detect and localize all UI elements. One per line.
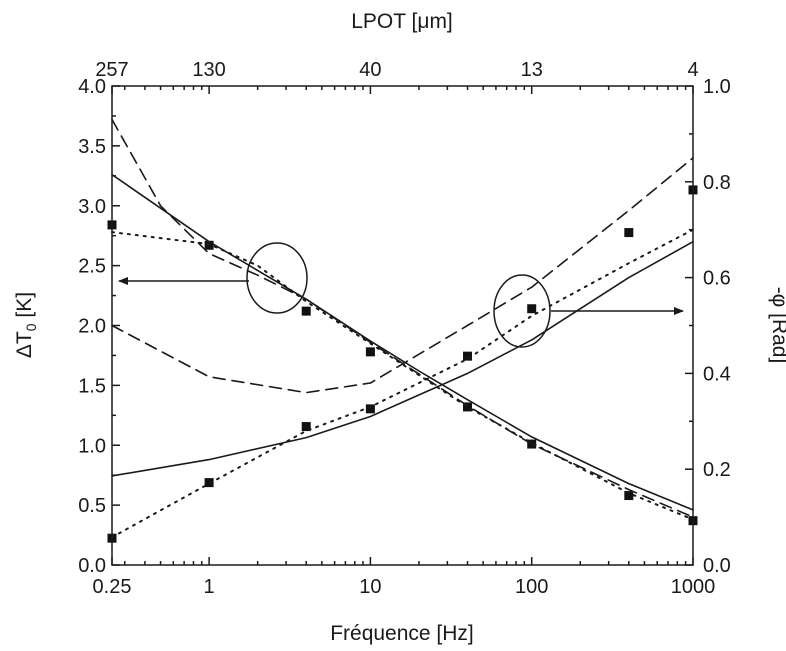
series-line-right-dashed bbox=[111, 157, 694, 394]
tick-marks bbox=[111, 85, 694, 566]
data-point-left bbox=[204, 240, 214, 250]
series-line-left-dashed bbox=[111, 118, 694, 518]
y-left-tick-label: 3.5 bbox=[78, 136, 106, 158]
x-tick-label-bottom: 1 bbox=[204, 576, 215, 598]
right-curves-ellipse bbox=[493, 274, 551, 348]
tick-labels: 0.25 1 10 100 1000 257 130 40 13 4 0.0 0.5 1.0 1.5 2.0… bbox=[78, 59, 731, 598]
x-tick-label-top: 257 bbox=[95, 59, 128, 81]
y-right-tick-label: 0.6 bbox=[703, 268, 731, 290]
y-left-tick-label: 1.0 bbox=[78, 435, 106, 457]
data-point-left bbox=[463, 402, 473, 412]
data-point-right bbox=[204, 478, 214, 488]
x-tick-label-bottom: 100 bbox=[515, 576, 548, 598]
data-point-right bbox=[463, 351, 473, 361]
y-left-tick-label: 2.5 bbox=[78, 256, 106, 278]
y-left-tick-label: 1.5 bbox=[78, 375, 106, 397]
y-right-tick-label: 0.4 bbox=[703, 363, 731, 385]
left-curves-ellipse bbox=[246, 242, 308, 314]
x-tick-label-top: 13 bbox=[521, 59, 543, 81]
x-tick-label-top: 4 bbox=[687, 59, 698, 81]
y-axis-title-left-unit: [K] bbox=[13, 292, 36, 318]
series-line-right-solid bbox=[111, 240, 694, 477]
y-axis-title-left-subscript: 0 bbox=[23, 323, 39, 331]
y-axis-title-left: ΔT0 [K] bbox=[13, 292, 39, 358]
x-tick-label-bottom: 1000 bbox=[671, 576, 716, 598]
y-right-tick-label: 0.0 bbox=[703, 555, 731, 577]
data-point-right bbox=[365, 404, 375, 414]
y-left-tick-label: 2.0 bbox=[78, 316, 106, 338]
data-point-right bbox=[527, 304, 537, 314]
data-point-left bbox=[365, 347, 375, 357]
data-point-right bbox=[624, 228, 634, 238]
data-point-right bbox=[301, 422, 311, 432]
y-axis-title-left-symbol: ΔT bbox=[13, 331, 36, 358]
data-point-left bbox=[301, 306, 311, 316]
annotations bbox=[118, 242, 684, 348]
data-point-left bbox=[624, 491, 634, 501]
series-line-left-dotted bbox=[111, 231, 694, 521]
y-right-tick-label: 0.2 bbox=[703, 459, 731, 481]
series-line-left-solid bbox=[111, 173, 694, 511]
x-tick-label-top: 40 bbox=[359, 59, 381, 81]
x-axis-title-bottom: Fréquence [Hz] bbox=[330, 622, 474, 645]
y-left-tick-label: 3.0 bbox=[78, 196, 106, 218]
y-right-tick-label: 0.8 bbox=[703, 172, 731, 194]
y-left-tick-label: 4.0 bbox=[78, 76, 106, 98]
x-axis-title-top: LPOT [μm] bbox=[351, 10, 453, 33]
plot-series bbox=[107, 118, 698, 543]
x-tick-label-top: 130 bbox=[192, 59, 225, 81]
x-tick-label-bottom: 10 bbox=[359, 576, 381, 598]
plot-frame bbox=[111, 85, 694, 566]
x-tick-label-bottom: 0.25 bbox=[93, 576, 132, 598]
y-axis-title-right: -φ [Rad] bbox=[768, 287, 786, 364]
y-left-tick-label: 0.5 bbox=[78, 495, 106, 517]
y-left-tick-label: 0.0 bbox=[78, 555, 106, 577]
series-line-right-dotted bbox=[111, 228, 694, 539]
y-right-tick-label: 1.0 bbox=[703, 76, 731, 98]
